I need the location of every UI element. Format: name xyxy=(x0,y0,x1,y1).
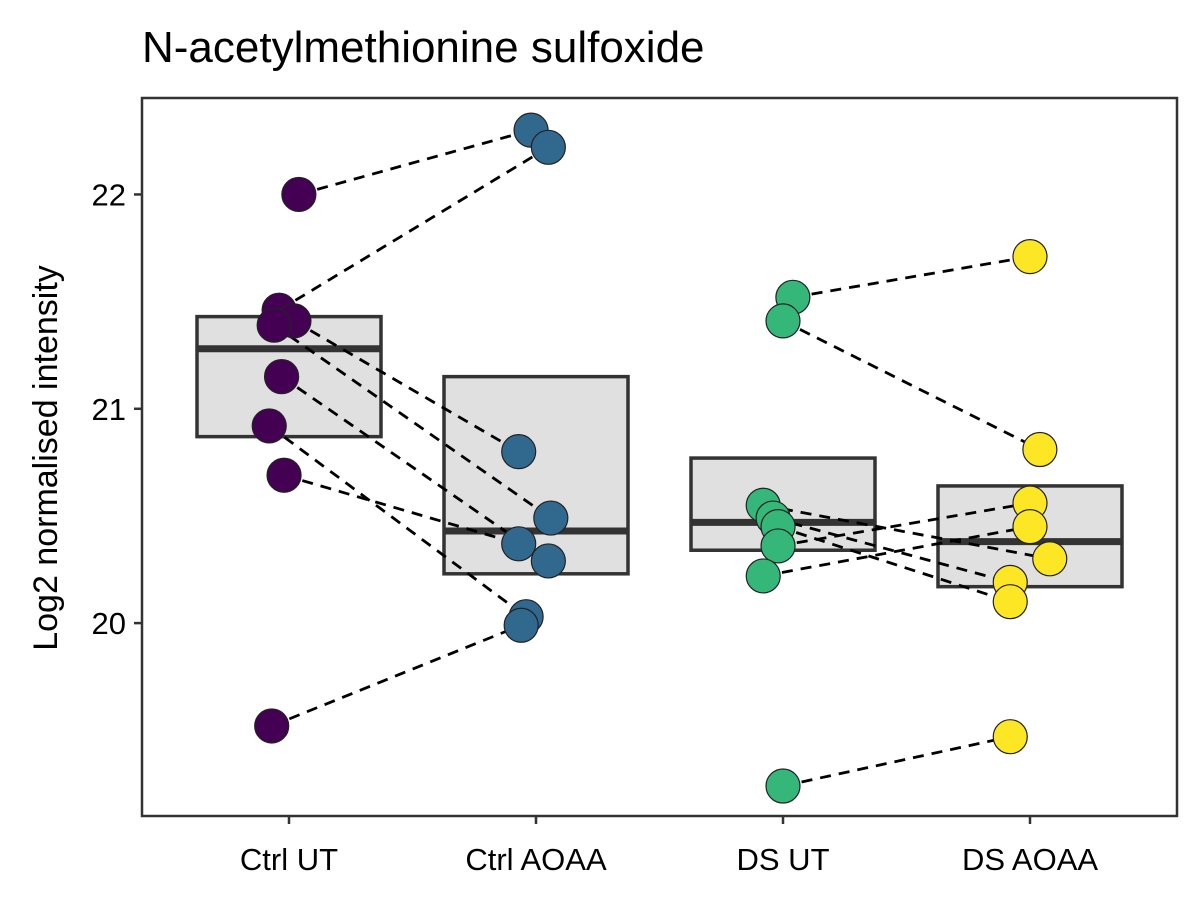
point-ctrl-ut-1 xyxy=(281,176,317,213)
point-ctrl-aoaa-5 xyxy=(501,526,537,562)
y-tick-label-22: 22 xyxy=(92,177,126,212)
pair-line-5 xyxy=(280,375,550,563)
point-ctrl-ut-7 xyxy=(266,457,302,493)
point-ctrl-aoaa-2 xyxy=(530,129,566,165)
pair-line-10 xyxy=(782,319,1041,451)
point-ds-ut-2 xyxy=(765,303,801,339)
pair-line-9 xyxy=(792,255,1031,299)
pair-line-8 xyxy=(271,623,522,728)
y-tick-label-20: 20 xyxy=(92,606,126,641)
point-ctrl-aoaa-4 xyxy=(533,500,569,536)
pair-line-1 xyxy=(298,128,532,196)
point-ds-aoaa-5 xyxy=(1032,541,1068,577)
pair-line-12 xyxy=(772,516,1011,584)
x-tick-label-ds-aoaa: DS AOAA xyxy=(962,842,1098,877)
x-tick-label-ctrl-ut: Ctrl UT xyxy=(240,842,338,877)
point-ds-ut-6 xyxy=(760,528,796,564)
pair-line-3 xyxy=(293,319,520,453)
point-ds-aoaa-2 xyxy=(1022,431,1058,468)
y-axis-title: Log2 normalised intensity xyxy=(27,265,65,651)
axes: 20 21 22 Ctrl UT Ctrl AOAA DS UT DS AOAA xyxy=(92,177,1099,877)
pair-line-2 xyxy=(278,146,550,312)
point-ctrl-ut-4 xyxy=(256,307,292,343)
pair-line-6 xyxy=(268,424,527,618)
plot-panel xyxy=(140,96,1179,818)
point-ctrl-aoaa-3 xyxy=(501,434,537,470)
point-ds-aoaa-7 xyxy=(992,584,1028,620)
panel-border xyxy=(140,96,1179,818)
point-ctrl-ut-6 xyxy=(251,408,287,444)
pair-line-7 xyxy=(283,473,520,546)
pair-lines xyxy=(268,128,1051,788)
x-tick-label-ctrl-aoaa: Ctrl AOAA xyxy=(465,842,607,877)
y-tick-label-21: 21 xyxy=(92,392,126,427)
pair-line-14 xyxy=(777,501,1031,548)
point-ctrl-ut-5 xyxy=(263,359,300,395)
point-ds-aoaa-1 xyxy=(1012,239,1048,275)
x-tick-label-ds-ut: DS UT xyxy=(737,842,830,877)
point-ctrl-ut-8 xyxy=(254,708,290,744)
pair-line-16 xyxy=(782,735,1011,788)
data-points xyxy=(251,112,1068,804)
point-ds-ut-7 xyxy=(745,558,781,594)
point-ctrl-aoaa-6 xyxy=(530,543,566,579)
point-ctrl-aoaa-8 xyxy=(503,607,539,643)
pair-line-15 xyxy=(762,525,1031,578)
point-ds-aoaa-4 xyxy=(1012,509,1048,545)
point-ds-aoaa-8 xyxy=(992,719,1028,755)
chart-title: N-acetylmethionine sulfoxide xyxy=(142,23,705,72)
pair-line-11 xyxy=(762,503,1051,561)
point-ds-ut-8 xyxy=(765,768,801,804)
